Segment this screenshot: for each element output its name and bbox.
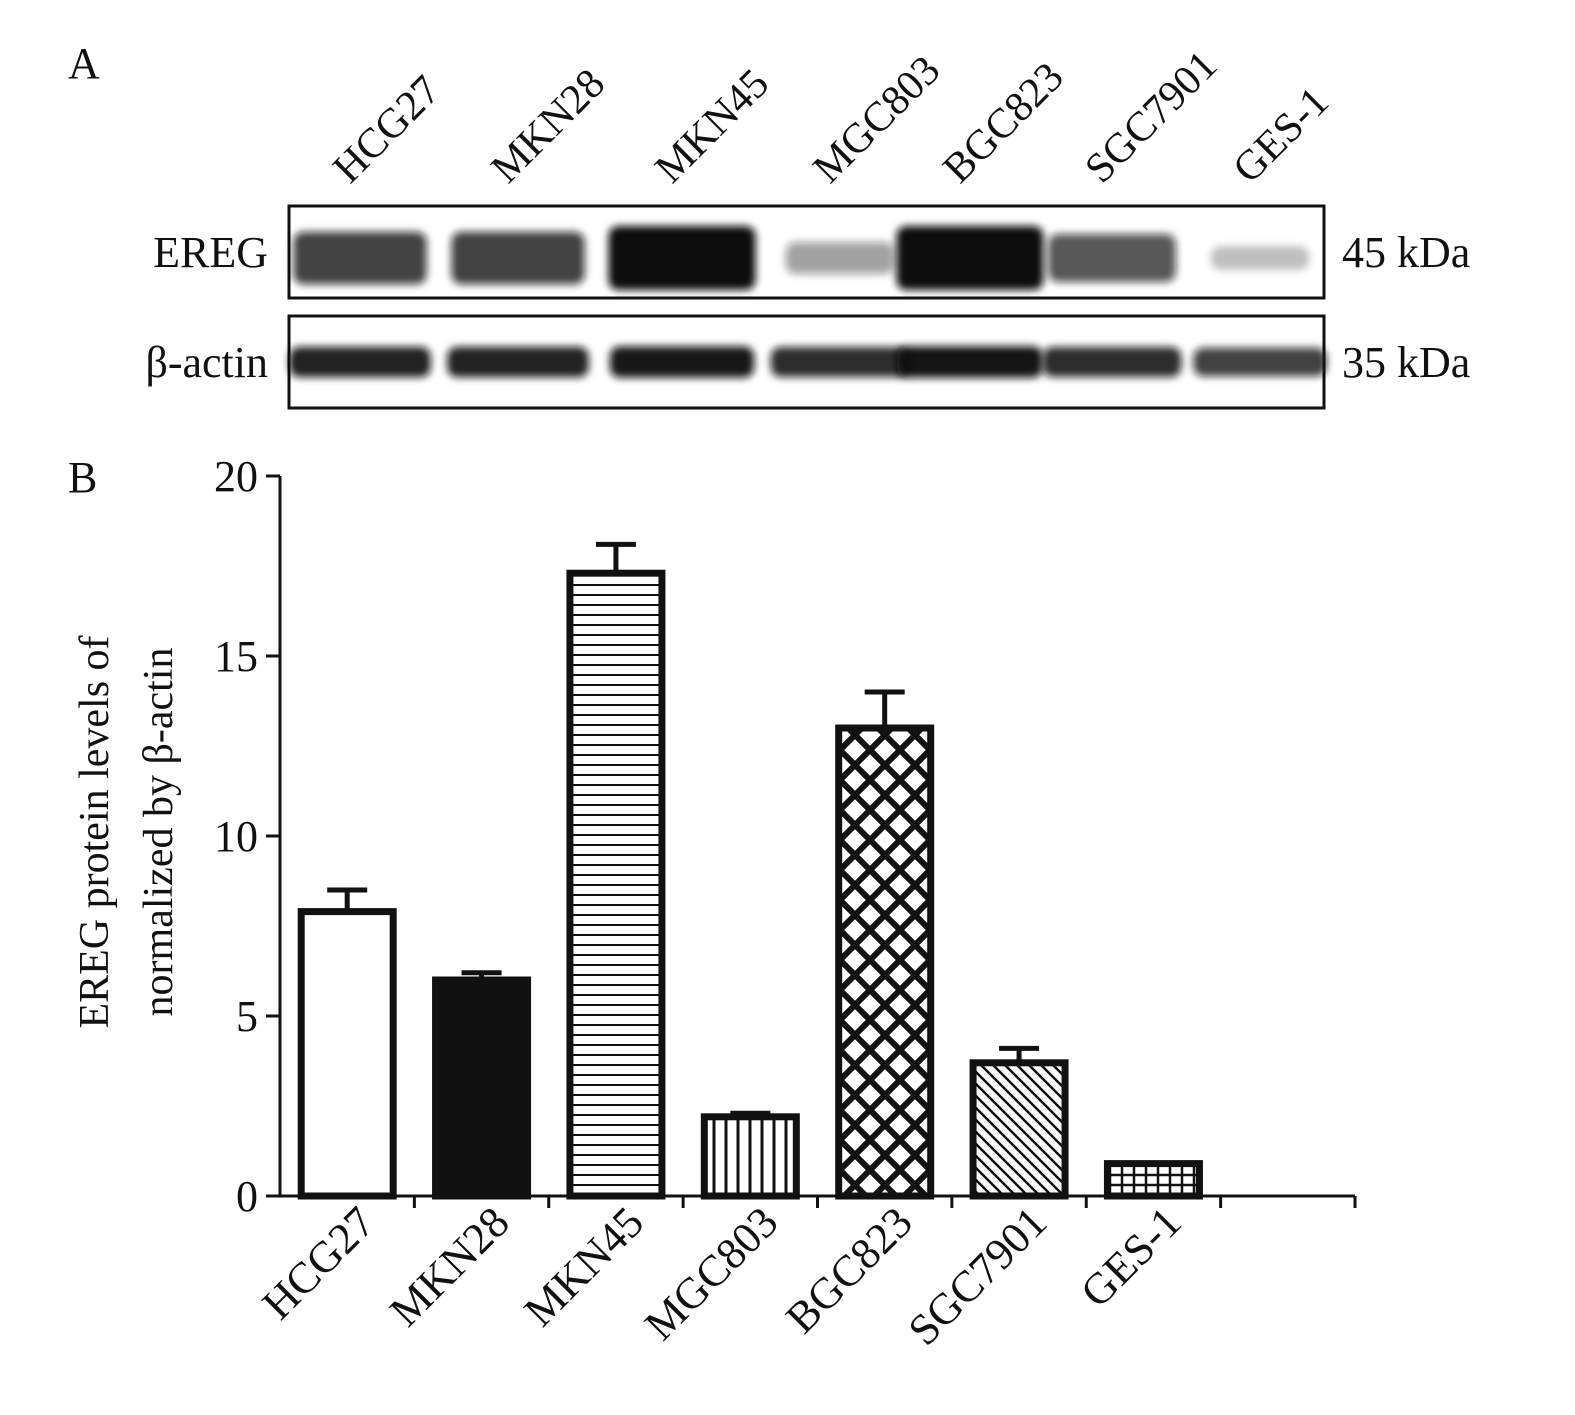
blot-band (1210, 246, 1310, 270)
lane-label: HCG27 (325, 67, 450, 192)
panel-b-label: B (68, 453, 97, 502)
y-axis-title: EREG protein levels of normalized by β-a… (72, 635, 182, 1028)
western-blot: EREG 45 kDa β-actin 35 kDa (145, 204, 1470, 410)
y-tick-label: 10 (214, 812, 258, 861)
blot-size-label: 45 kDa (1342, 228, 1470, 277)
y-tick-label: 15 (214, 632, 258, 681)
blot-band (608, 226, 756, 290)
x-tick-label: MKN45 (515, 1197, 653, 1335)
blot-band (896, 226, 1044, 290)
bar (1103, 1160, 1203, 1200)
bar (566, 569, 666, 1200)
blot-protein-label: β-actin (145, 338, 268, 387)
bar (835, 724, 935, 1200)
lane-label: MKN45 (647, 61, 779, 193)
blot-band (1193, 347, 1327, 377)
lane-label: SGC7901 (1077, 42, 1227, 192)
x-tick-label: MKN28 (380, 1197, 518, 1335)
blot-band (293, 231, 427, 285)
y-axis-title-line1: EREG protein levels of (72, 635, 118, 1028)
blot-protein-label: EREG (153, 228, 268, 277)
blot-band (447, 346, 589, 378)
blot-band (289, 346, 431, 378)
blot-band (609, 346, 755, 378)
blot-size-label: 35 kDa (1342, 338, 1470, 387)
blot-band (1048, 234, 1176, 282)
lane-label: MKN28 (483, 61, 615, 193)
panel-a-label: A (68, 39, 100, 88)
x-tick-label: SGC7901 (899, 1197, 1056, 1354)
blot-band (785, 242, 895, 274)
x-tick-label: HCG27 (253, 1197, 384, 1328)
blot-row: EREG 45 kDa (153, 204, 1470, 300)
bar (297, 908, 397, 1200)
bar (969, 1059, 1069, 1200)
x-tick-label: MGC803 (635, 1197, 787, 1349)
bar (700, 1113, 800, 1200)
bar (432, 976, 532, 1200)
y-tick-label: 0 (236, 1172, 258, 1221)
blot-band (897, 346, 1043, 378)
lane-label: GES-1 (1225, 79, 1338, 192)
y-tick-label: 20 (214, 452, 258, 501)
y-axis-title-line2: normalized by β-actin (136, 648, 182, 1017)
chart-bars (297, 541, 1203, 1200)
blot-band (451, 231, 585, 285)
blot-band (770, 347, 910, 377)
y-tick-label: 5 (236, 992, 258, 1041)
blot-band (1042, 347, 1182, 377)
lane-label: MGC803 (805, 47, 950, 192)
lane-label: BGC823 (935, 54, 1073, 192)
x-tick-label: GES-1 (1071, 1197, 1190, 1316)
blot-row: β-actin 35 kDa (145, 314, 1470, 410)
